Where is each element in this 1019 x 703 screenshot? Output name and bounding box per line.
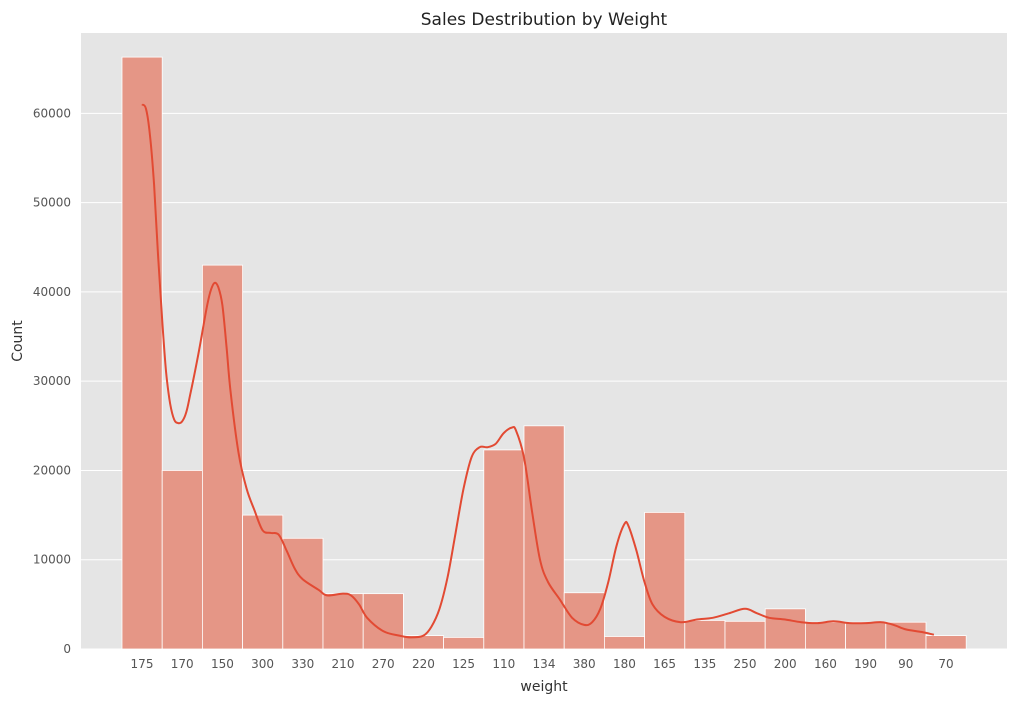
x-axis-ticks: 175 170 150 300 330 210 270 220 125 110 134 380 180 1… [131,657,954,671]
x-tick-label-200: 200 [774,657,797,671]
x-tick-label-90: 90 [898,657,913,671]
bar-175 [121,56,163,650]
x-tick-label-175: 175 [131,657,154,671]
x-tick-label-220: 220 [412,657,435,671]
x-tick-label-380: 380 [573,657,596,671]
bar-150 [201,264,243,650]
bar-200 [764,608,806,650]
bar-190 [845,621,887,650]
x-tick-label-135: 135 [693,657,716,671]
x-tick-label-125: 125 [452,657,475,671]
chart-title: Sales Destribution by Weight [421,10,668,30]
y-tick-label: 30000 [33,374,71,388]
bar-160 [805,621,847,650]
x-tick-label-180: 180 [613,657,636,671]
y-axis-ticks: 0 10000 20000 30000 40000 50000 60000 [33,106,71,656]
x-tick-label-150: 150 [211,657,234,671]
kde-curve [141,103,935,639]
bar-165 [644,512,686,650]
bar-300 [242,514,284,650]
y-tick-label: 60000 [33,106,71,120]
bar-380 [563,592,605,650]
bar-90 [885,621,927,650]
bars [121,56,967,650]
bar-135 [684,620,726,650]
x-tick-label-170: 170 [171,657,194,671]
y-tick-label: 50000 [33,196,71,210]
x-tick-label-300: 300 [251,657,274,671]
bar-70 [925,635,967,650]
bar-125 [443,636,485,650]
bar-180 [604,636,646,650]
y-axis-label: Count [10,320,26,362]
y-tick-label: 10000 [33,553,71,567]
bar-170 [161,470,203,650]
x-tick-label-165: 165 [653,657,676,671]
x-tick-label-134: 134 [533,657,556,671]
bar-210 [322,593,364,650]
x-tick-label-110: 110 [492,657,515,671]
kde-line [141,103,935,639]
x-tick-label-250: 250 [734,657,757,671]
x-tick-label-70: 70 [938,657,953,671]
y-tick-label: 20000 [33,463,71,477]
x-tick-label-160: 160 [814,657,837,671]
x-axis-label: weight [520,679,568,695]
bar-250 [724,620,766,650]
y-tick-label: 0 [63,642,71,656]
x-tick-label-190: 190 [854,657,877,671]
x-tick-label-270: 270 [372,657,395,671]
bar-134 [523,425,565,650]
x-tick-label-210: 210 [332,657,355,671]
bar-110 [483,449,525,650]
x-tick-label-330: 330 [291,657,314,671]
y-tick-label: 40000 [33,285,71,299]
